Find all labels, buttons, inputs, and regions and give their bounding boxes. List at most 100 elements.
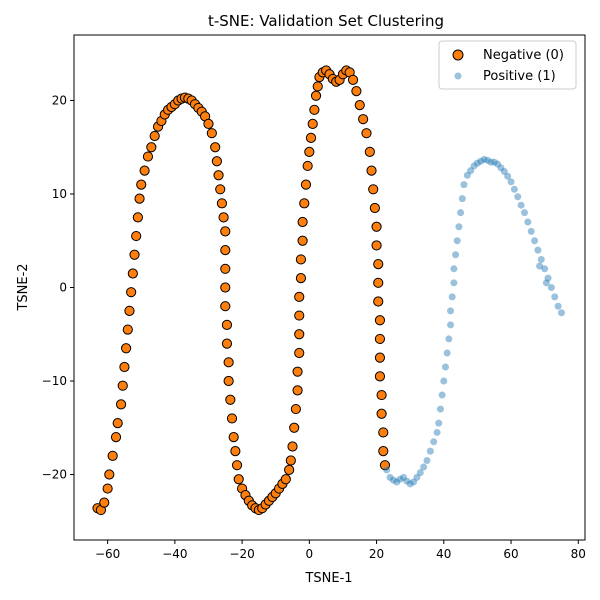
- data-point-positive: [438, 391, 446, 399]
- data-point-negative: [210, 142, 221, 153]
- data-point-positive: [487, 158, 495, 166]
- data-point-negative: [371, 240, 382, 251]
- data-point-negative: [287, 441, 298, 452]
- data-point-positive: [500, 168, 508, 176]
- data-point-positive: [445, 335, 453, 343]
- data-point-positive: [406, 480, 414, 488]
- data-point-positive: [447, 321, 455, 329]
- data-point-negative: [231, 460, 243, 471]
- data-point-negative: [358, 114, 369, 125]
- data-point-positive: [520, 209, 528, 217]
- data-point-negative: [310, 90, 322, 101]
- data-point-positive: [436, 405, 444, 413]
- data-point-positive: [386, 473, 394, 481]
- data-point-positive: [416, 469, 424, 477]
- legend-label-negative: Negative (0): [483, 48, 564, 63]
- data-point-negative: [374, 315, 386, 326]
- data-point-negative: [220, 282, 231, 293]
- data-point-negative: [104, 469, 115, 480]
- x-tick-label: 60: [503, 547, 518, 561]
- data-point-positive: [435, 419, 443, 427]
- data-point-positive: [440, 377, 448, 385]
- data-point-negative: [280, 474, 291, 485]
- chart-title: t-SNE: Validation Set Clustering: [208, 12, 444, 30]
- data-point-positive: [453, 237, 461, 245]
- data-point-positive: [534, 246, 542, 254]
- data-point-negative: [228, 432, 239, 443]
- legend-label-positive: Positive (1): [483, 69, 556, 84]
- data-point-negative: [221, 319, 233, 331]
- data-point-negative: [294, 291, 305, 302]
- y-tick-label: −10: [42, 374, 67, 388]
- data-point-positive: [426, 447, 434, 455]
- x-tick-label: 0: [306, 547, 314, 561]
- y-tick-label: 10: [52, 187, 67, 201]
- data-point-positive: [470, 162, 478, 170]
- data-point-positive: [490, 158, 498, 166]
- data-point-negative: [373, 277, 384, 288]
- data-point-negative: [112, 418, 123, 429]
- y-tick-label: 0: [59, 281, 67, 295]
- data-point-negative: [307, 118, 318, 129]
- data-point-positive: [389, 476, 397, 484]
- data-point-negative: [285, 455, 296, 466]
- data-point-negative: [347, 74, 359, 85]
- data-point-negative: [117, 380, 128, 391]
- data-point-positive: [467, 167, 475, 175]
- data-point-negative: [127, 268, 138, 279]
- x-tick-label: −20: [229, 547, 254, 561]
- data-point-positive: [457, 209, 465, 217]
- data-point-negative: [376, 389, 387, 401]
- data-point-positive: [413, 473, 421, 481]
- data-point-positive: [433, 428, 441, 436]
- data-point-positive: [463, 171, 471, 179]
- y-tick-label: 20: [52, 93, 67, 107]
- data-point-negative: [132, 212, 143, 223]
- data-point-positive: [497, 164, 505, 172]
- data-point-positive: [399, 473, 407, 481]
- data-point-negative: [121, 343, 132, 354]
- data-point-negative: [366, 165, 377, 176]
- data-point-negative: [124, 305, 135, 316]
- data-point-negative: [220, 263, 231, 274]
- data-point-positive: [554, 302, 562, 310]
- data-point-positive: [383, 466, 391, 474]
- axes-frame: [73, 34, 586, 541]
- data-point-negative: [374, 371, 386, 382]
- data-point-negative: [373, 259, 384, 270]
- data-point-negative: [361, 128, 372, 139]
- data-point-positive: [403, 477, 411, 485]
- data-point-negative: [376, 408, 387, 419]
- data-point-negative: [304, 146, 315, 157]
- data-point-negative: [129, 249, 140, 260]
- data-point-positive: [507, 178, 515, 186]
- data-point-negative: [149, 130, 160, 142]
- data-point-negative: [203, 118, 214, 129]
- data-point-positive: [477, 157, 485, 165]
- data-point-negative: [369, 202, 380, 214]
- data-point-positive: [524, 218, 532, 226]
- data-point-negative: [136, 179, 147, 190]
- data-point-negative: [374, 333, 386, 345]
- data-point-positive: [541, 265, 549, 273]
- data-point-positive: [494, 160, 502, 168]
- data-point-negative: [284, 464, 295, 475]
- data-point-positive: [537, 255, 545, 263]
- data-point-positive: [430, 438, 438, 446]
- data-point-positive: [557, 309, 565, 317]
- data-point-negative: [226, 413, 238, 424]
- data-point-negative: [292, 385, 303, 396]
- data-point-negative: [99, 497, 110, 508]
- data-point-negative: [290, 403, 301, 415]
- data-point-negative: [216, 198, 228, 209]
- data-point-negative: [134, 193, 145, 204]
- data-point-negative: [107, 450, 118, 461]
- legend-marker-positive: [454, 72, 462, 80]
- data-point-positive: [473, 159, 481, 167]
- data-point-negative: [373, 296, 384, 307]
- x-tick-label: 80: [571, 547, 586, 561]
- data-point-positive: [531, 237, 539, 245]
- data-point-positive: [458, 195, 466, 203]
- data-point-positive: [460, 181, 468, 189]
- data-point-negative: [211, 156, 222, 167]
